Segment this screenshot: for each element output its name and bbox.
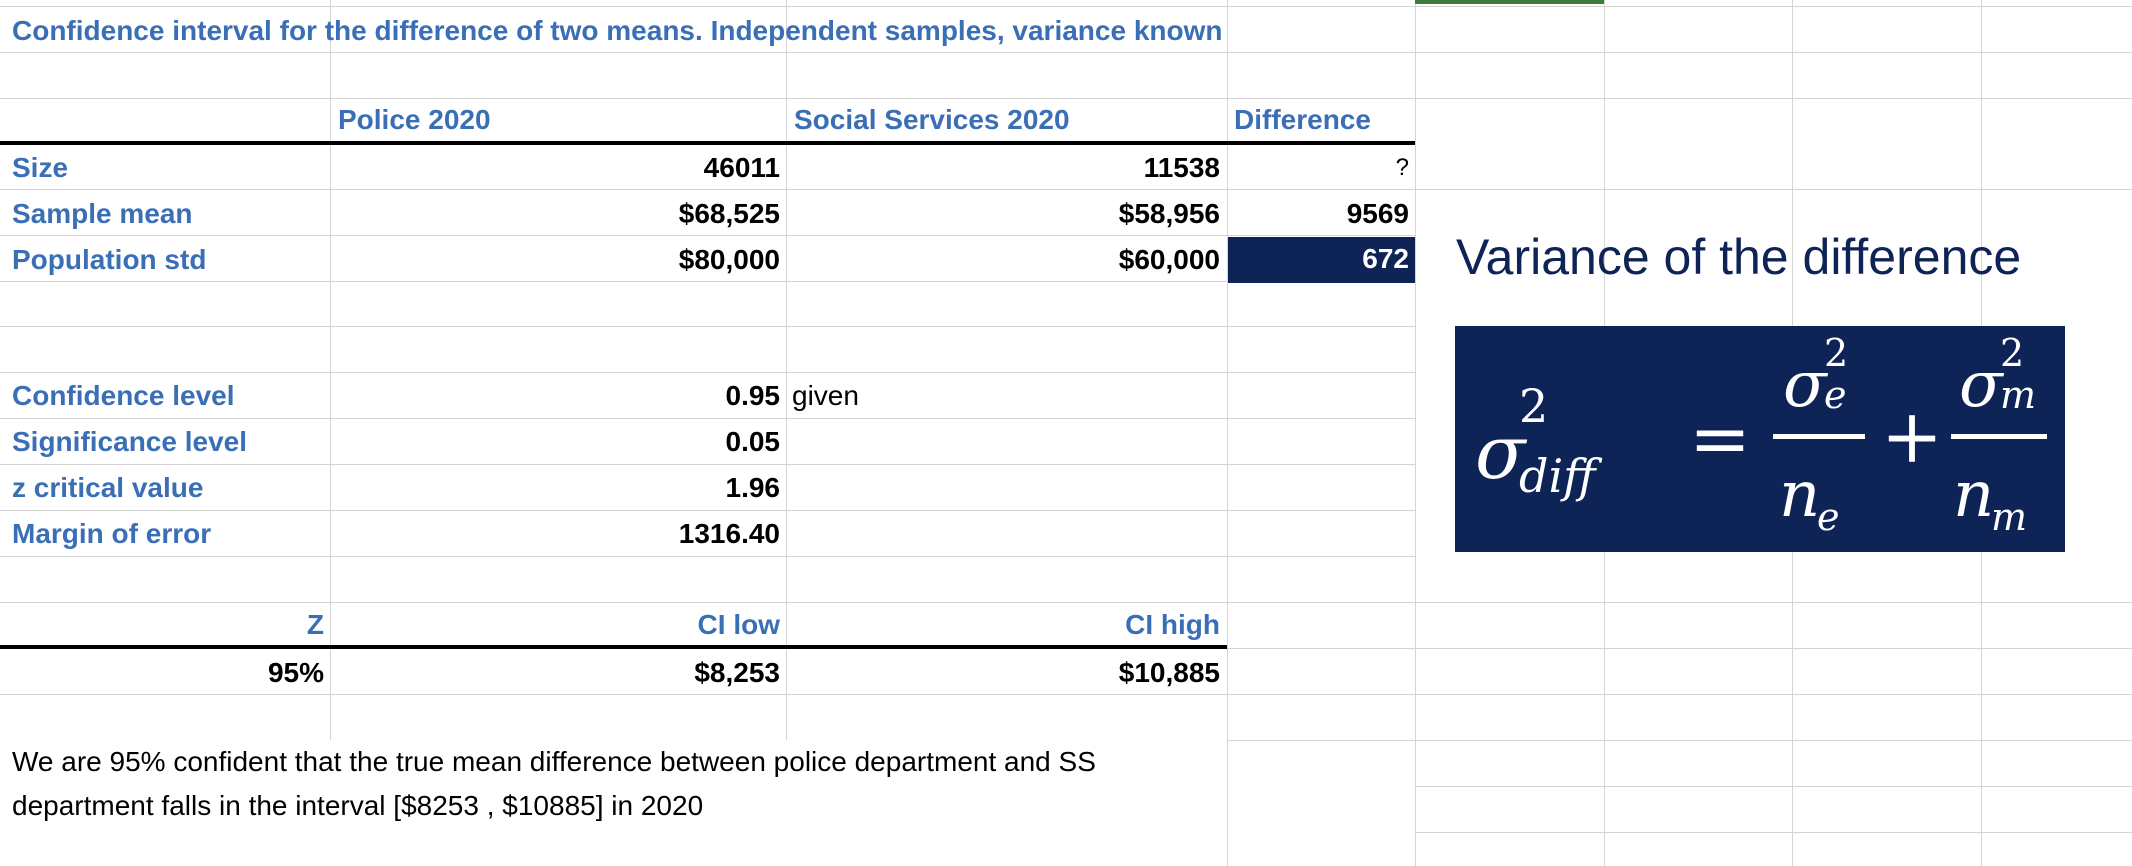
cell-ci-high[interactable]: $10,885 — [1118, 657, 1220, 688]
conclusion-box[interactable]: We are 95% confident that the true mean … — [0, 740, 1227, 866]
fraction-bar-2 — [1951, 434, 2047, 439]
gridline — [1227, 0, 1228, 866]
cell-mean-difference[interactable]: 9569 — [1346, 198, 1409, 229]
num1-subscript: e — [1824, 373, 1847, 417]
formula-title: Variance of the difference — [1456, 229, 2022, 285]
header-border — [0, 141, 1415, 145]
equals-sign: = — [1689, 396, 1751, 482]
gridline — [0, 556, 1415, 557]
selected-cell-indicator — [1415, 0, 1604, 4]
gridline — [0, 189, 2132, 190]
cell-z-value[interactable]: 95% — [267, 657, 324, 688]
num2-subscript: m — [2000, 373, 2036, 417]
den1-subscript: e — [1817, 495, 1840, 539]
lhs-subscript: diff — [1519, 449, 1603, 503]
gridline — [0, 235, 1415, 236]
cell-mean-social[interactable]: $58,956 — [1118, 198, 1220, 229]
value-significance-level[interactable]: 0.05 — [725, 426, 781, 457]
gridline — [0, 464, 1415, 465]
conclusion-line-2: department falls in the interval [$8253 … — [12, 790, 704, 821]
gridline — [0, 602, 2132, 603]
gridline — [330, 0, 331, 866]
lhs-exponent: 2 — [1519, 379, 1548, 433]
cell-size-police[interactable]: 46011 — [703, 152, 780, 183]
label-z-critical[interactable]: z critical value — [12, 472, 204, 503]
row-label-std[interactable]: Population std — [12, 244, 207, 275]
variance-formula-image[interactable]: σ 2 diff = σ 2 e n e + σ 2 m n m — [1455, 326, 2065, 552]
label-significance-level[interactable]: Significance level — [12, 426, 247, 457]
gridline — [1415, 832, 2132, 833]
plus-sign: + — [1881, 394, 1943, 480]
cell-mean-police[interactable]: $68,525 — [678, 198, 780, 229]
label-confidence-level[interactable]: Confidence level — [12, 380, 235, 411]
value-z-critical[interactable]: 1.96 — [725, 472, 781, 503]
value-margin-of-error[interactable]: 1316.40 — [678, 518, 780, 549]
gridline — [0, 326, 1415, 327]
cell-size-difference[interactable]: ? — [1395, 154, 1409, 181]
note-confidence-level[interactable]: given — [792, 380, 859, 411]
header-difference[interactable]: Difference — [1234, 104, 1371, 135]
conclusion-line-1: We are 95% confident that the true mean … — [12, 746, 1096, 777]
num1-exponent: 2 — [1824, 331, 1848, 375]
gridline — [0, 418, 1415, 419]
gridline — [0, 694, 2132, 695]
gridline — [1415, 0, 1416, 866]
cell-ci-low[interactable]: $8,253 — [694, 657, 780, 688]
cell-std-police[interactable]: $80,000 — [678, 244, 780, 275]
den1-n: n — [1779, 458, 1820, 532]
label-margin-of-error[interactable]: Margin of error — [12, 518, 212, 549]
fraction-bar-1 — [1773, 434, 1865, 439]
cell-std-difference[interactable]: 672 — [1228, 237, 1415, 283]
variance-formula-svg: σ 2 diff = σ 2 e n e + σ 2 m n m — [1475, 331, 2047, 539]
num2-sigma: σ — [1959, 348, 2005, 422]
gridline — [0, 6, 2132, 7]
header-ci-high[interactable]: CI high — [1125, 609, 1220, 640]
den2-n: n — [1953, 458, 1994, 532]
num1-sigma: σ — [1783, 348, 1829, 422]
num2-exponent: 2 — [2000, 331, 2024, 375]
gridline — [0, 52, 2132, 53]
gridline — [786, 0, 787, 866]
gridline — [0, 281, 1415, 282]
header-ci-low[interactable]: CI low — [697, 609, 780, 640]
header-police[interactable]: Police 2020 — [338, 104, 491, 135]
header-z[interactable]: Z — [306, 609, 324, 640]
row-label-size[interactable]: Size — [12, 152, 69, 183]
header-social[interactable]: Social Services 2020 — [794, 104, 1070, 135]
gridline — [0, 372, 1415, 373]
value-confidence-level[interactable]: 0.95 — [725, 380, 781, 411]
sheet-title[interactable]: Confidence interval for the difference o… — [12, 15, 1223, 46]
gridline — [1415, 786, 2132, 787]
cell-std-social[interactable]: $60,000 — [1118, 244, 1220, 275]
gridline — [0, 98, 2132, 99]
cell-size-social[interactable]: 11538 — [1143, 152, 1220, 183]
lhs-sigma: σ — [1475, 410, 1528, 496]
gridline — [0, 510, 1415, 511]
ci-header-border — [0, 645, 1227, 649]
row-label-mean[interactable]: Sample mean — [12, 198, 193, 229]
den2-subscript: m — [1991, 495, 2027, 539]
